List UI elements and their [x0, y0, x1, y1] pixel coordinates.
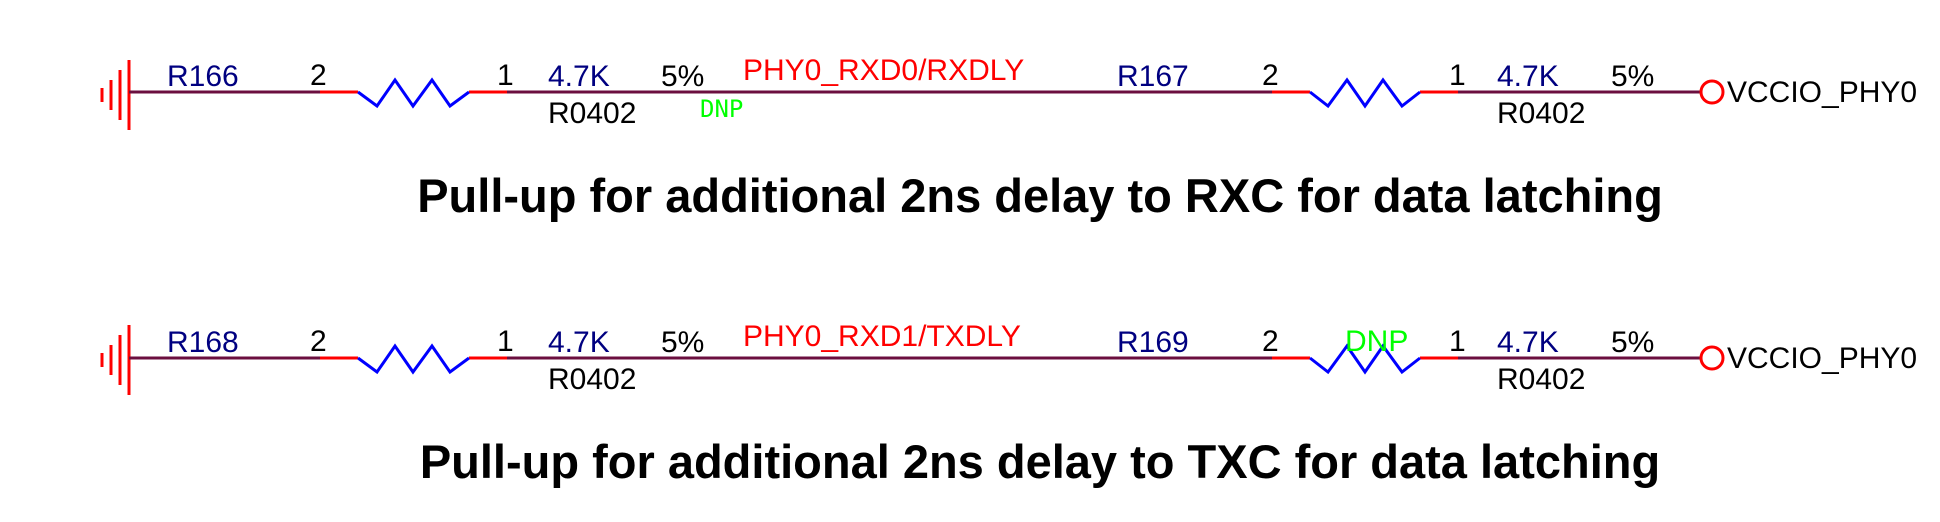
refdes-label: R166 [167, 60, 239, 93]
pin-number: 2 [310, 59, 327, 92]
pin-number: 1 [1449, 325, 1466, 358]
value-label: 4.7K [1497, 60, 1559, 93]
power-net-label: VCCIO_PHY0 [1727, 76, 1917, 109]
pin-number: 1 [497, 325, 514, 358]
circuit-row-1: R166 2 1 4.7K 5% R0402 DNP PHY0_RXD0/RXD… [100, 54, 1917, 222]
resistor-zigzag-icon [320, 343, 507, 375]
tolerance-label: 5% [1611, 60, 1654, 93]
dnp-label: DNP [700, 95, 743, 123]
value-label: 4.7K [1497, 326, 1559, 359]
ground-symbol-icon [100, 325, 131, 395]
net-label: PHY0_RXD0/RXDLY [743, 54, 1024, 87]
annotation-note: Pull-up for additional 2ns delay to TXC … [420, 435, 1660, 488]
footprint-label: R0402 [1497, 97, 1585, 130]
tolerance-label: 5% [661, 326, 704, 359]
tolerance-label: 5% [1611, 326, 1654, 359]
pin-number: 1 [497, 59, 514, 92]
annotation-note: Pull-up for additional 2ns delay to RXC … [417, 169, 1663, 222]
pin-number: 2 [1262, 325, 1279, 358]
pin-number: 2 [1262, 59, 1279, 92]
power-net-label: VCCIO_PHY0 [1727, 342, 1917, 375]
refdes-label: R167 [1117, 60, 1189, 93]
footprint-label: R0402 [548, 363, 636, 396]
footprint-label: R0402 [1497, 363, 1585, 396]
tolerance-label: 5% [661, 60, 704, 93]
ground-symbol-icon [100, 60, 131, 130]
refdes-label: R168 [167, 326, 239, 359]
power-port-circle-icon [1699, 345, 1725, 371]
resistor-zigzag-icon [1272, 343, 1458, 375]
dnp-label: DNP [1345, 325, 1408, 358]
footprint-label: R0402 [548, 97, 636, 130]
pin-number: 2 [310, 325, 327, 358]
power-port-circle-icon [1699, 79, 1725, 105]
value-label: 4.7K [548, 326, 610, 359]
value-label: 4.7K [548, 60, 610, 93]
refdes-label: R169 [1117, 326, 1189, 359]
resistor-zigzag-icon [320, 77, 507, 109]
pin-number: 1 [1449, 59, 1466, 92]
net-label: PHY0_RXD1/TXDLY [743, 320, 1021, 353]
circuit-row-2: R168 2 1 4.7K 5% R0402 PHY0_RXD1/TXDLY R… [100, 320, 1917, 488]
resistor-zigzag-icon [1272, 77, 1458, 109]
